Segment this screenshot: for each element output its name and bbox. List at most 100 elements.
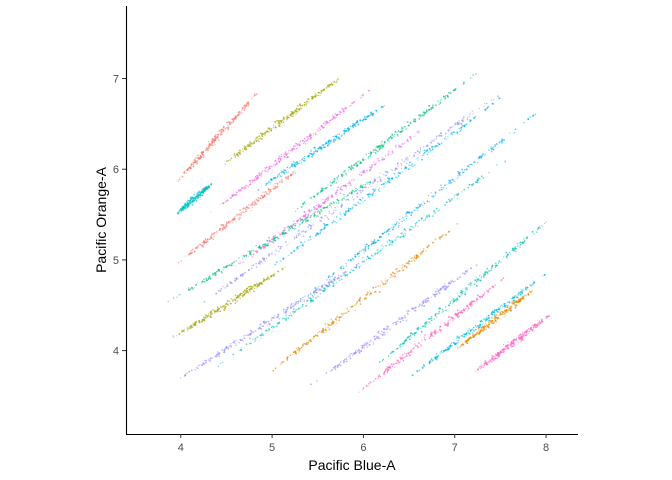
data-point: [294, 148, 296, 150]
data-point: [409, 123, 411, 125]
data-point: [331, 213, 333, 215]
data-point: [521, 291, 523, 294]
data-point: [477, 162, 479, 164]
data-point: [313, 294, 316, 296]
data-point: [289, 354, 292, 357]
data-point: [377, 159, 380, 162]
data-point: [486, 267, 489, 270]
data-point: [242, 211, 244, 214]
data-point: [275, 248, 277, 250]
data-point: [215, 133, 217, 136]
data-point: [446, 324, 449, 327]
data-point: [278, 124, 281, 127]
data-point: [464, 123, 467, 126]
data-point: [319, 208, 322, 211]
data-point: [186, 328, 189, 330]
data-point: [223, 266, 225, 269]
data-point: [355, 303, 357, 305]
data-point: [413, 343, 416, 346]
data-point: [309, 297, 312, 300]
data-point: [479, 330, 482, 333]
data-point: [236, 153, 239, 156]
data-point: [445, 288, 447, 291]
data-point: [259, 198, 261, 200]
data-point: [289, 114, 292, 117]
data-point: [372, 161, 375, 163]
data-point: [249, 285, 252, 288]
data-point: [449, 319, 451, 321]
data-point: [399, 360, 401, 362]
data-point: [389, 367, 392, 369]
data-point: [481, 365, 483, 367]
data-point: [410, 214, 412, 216]
data-point: [397, 270, 400, 272]
data-point: [188, 170, 190, 172]
data-point: [474, 328, 477, 331]
data-point: [503, 138, 505, 141]
data-point: [379, 337, 381, 340]
data-point: [226, 222, 228, 225]
data-point: [435, 353, 438, 355]
data-point: [237, 112, 240, 114]
data-point: [498, 308, 501, 311]
data-point: [513, 302, 515, 304]
data-point: [172, 297, 175, 299]
data-point: [209, 275, 211, 278]
data-point: [490, 99, 493, 101]
data-point: [497, 317, 500, 319]
data-point: [323, 283, 325, 285]
data-point: [468, 328, 471, 330]
data-point: [403, 228, 406, 231]
data-point: [401, 264, 404, 266]
data-point: [225, 225, 228, 228]
data-point: [189, 253, 191, 255]
data-point: [244, 186, 246, 188]
data-point: [408, 353, 410, 355]
data-point: [254, 200, 256, 202]
data-point: [239, 294, 242, 296]
data-point: [369, 181, 372, 183]
data-point: [367, 193, 369, 196]
data-point: [332, 178, 335, 181]
data-point: [352, 305, 354, 308]
data-point: [399, 172, 402, 175]
data-point: [301, 299, 303, 301]
data-point: [325, 186, 328, 189]
data-point: [317, 147, 320, 150]
data-point: [269, 323, 271, 325]
data-point: [451, 344, 454, 347]
data-point: [346, 127, 349, 130]
data-point: [450, 280, 453, 283]
data-point: [176, 296, 178, 298]
data-point: [384, 170, 387, 173]
data-point: [286, 244, 288, 246]
data-point: [271, 179, 273, 182]
data-point: [210, 234, 212, 236]
data-point: [387, 355, 390, 357]
data-point: [499, 306, 501, 308]
data-point: [470, 338, 472, 340]
data-point: [461, 343, 464, 346]
data-point: [437, 100, 439, 102]
data-point: [208, 141, 210, 143]
data-point: [349, 355, 351, 357]
data-point: [262, 334, 265, 336]
data-point: [350, 165, 353, 168]
data-point: [244, 187, 247, 190]
data-point: [388, 367, 390, 369]
data-point: [366, 116, 369, 118]
data-point: [220, 128, 223, 131]
data-point: [210, 236, 213, 238]
data-point: [260, 337, 262, 340]
data-point: [333, 137, 336, 139]
data-point: [384, 334, 386, 336]
data-point: [438, 310, 440, 313]
data-point: [178, 294, 180, 296]
data-point: [310, 149, 312, 151]
data-point: [292, 171, 294, 173]
data-point: [300, 206, 303, 208]
data-point: [350, 268, 353, 271]
data-point: [234, 115, 237, 117]
data-point: [426, 215, 428, 218]
data-point: [364, 183, 367, 186]
